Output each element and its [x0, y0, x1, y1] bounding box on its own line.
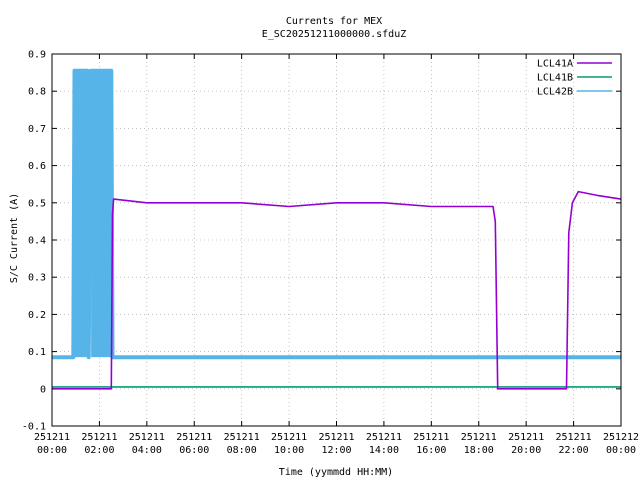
y-tick-label: 0.8	[28, 87, 46, 98]
legend: LCL41A LCL41B LCL42B	[537, 59, 612, 98]
x-tick-label-time: 22:00	[559, 445, 589, 456]
x-tick-label-time: 00:00	[37, 445, 67, 456]
x-tick-label-date: 251211	[224, 432, 260, 443]
x-tick-label-time: 16:00	[416, 445, 446, 456]
y-tick-label: 0.3	[28, 273, 46, 284]
series-line-lcl41a	[52, 190, 622, 390]
chart-subtitle: E_SC20251211000000.sfduZ	[262, 29, 407, 40]
plot-border	[51, 53, 622, 427]
x-tick-label-date: 251211	[318, 432, 354, 443]
x-tick-label-time: 02:00	[84, 445, 114, 456]
chart-title: Currents for MEX	[286, 16, 382, 27]
x-tick-label-time: 08:00	[227, 445, 257, 456]
legend-label-lcl42b: LCL42B	[537, 87, 573, 98]
y-tick-label: 0.6	[28, 161, 46, 172]
legend-label-lcl41a: LCL41A	[537, 59, 573, 70]
x-tick-label-date: 251211	[176, 432, 212, 443]
x-tick-label-time: 10:00	[274, 445, 304, 456]
y-tick-label: 0.7	[28, 124, 46, 135]
y-tick-label: 0.2	[28, 310, 46, 321]
y-tick-label: -0.1	[22, 422, 46, 433]
series-band-lcl42b	[73, 70, 88, 358]
x-tick-label-time: 18:00	[464, 445, 494, 456]
x-tick-label-date: 251211	[81, 432, 117, 443]
x-tick-label-date: 251211	[129, 432, 165, 443]
x-tick-label-time: 12:00	[321, 445, 351, 456]
y-tick-label: 0	[40, 384, 46, 395]
x-tick-label-date: 251211	[508, 432, 544, 443]
x-tick-label-date: 251212	[603, 432, 639, 443]
y-tick-label: 0.5	[28, 198, 46, 209]
x-tick-label-time: 20:00	[511, 445, 541, 456]
x-tick-label-date: 251211	[366, 432, 402, 443]
y-axis-label: S/C Current (A)	[9, 193, 20, 283]
x-tick-label-date: 251211	[461, 432, 497, 443]
x-tick-label-time: 14:00	[369, 445, 399, 456]
x-tick-label-date: 251211	[413, 432, 449, 443]
y-axis-ticks: -0.1 0 0.1 0.2 0.3 0.4 0.5 0.6 0.7 0.8 0.9	[22, 50, 621, 433]
x-axis-label: Time (yymmdd HH:MM)	[279, 467, 393, 478]
series-line-lcl42b	[52, 68, 621, 360]
x-tick-label-date: 251211	[34, 432, 70, 443]
y-tick-label: 0.4	[28, 236, 46, 247]
x-tick-label-date: 251211	[271, 432, 307, 443]
legend-label-lcl41b: LCL41B	[537, 73, 573, 84]
series-band-lcl42b	[91, 70, 112, 358]
x-axis-ticks: 251211 00:00 251211 02:00 251211 04:00 251211 0…	[34, 54, 639, 456]
x-tick-label-time: 06:00	[179, 445, 209, 456]
x-tick-label-time: 04:00	[132, 445, 162, 456]
y-tick-label: 0.9	[28, 50, 46, 61]
series-layer	[52, 68, 622, 390]
y-tick-label: 0.1	[28, 347, 46, 358]
x-tick-label-time: 00:00	[606, 445, 636, 456]
x-tick-label-date: 251211	[556, 432, 592, 443]
